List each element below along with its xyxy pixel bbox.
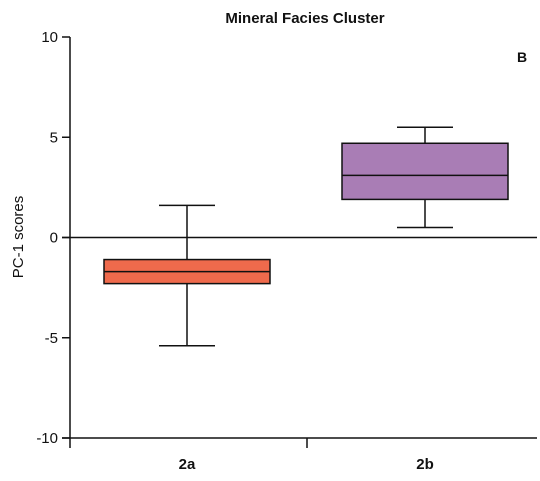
y-axis-label: PC-1 scores [10, 196, 27, 279]
y-tick-label: 0 [50, 230, 58, 247]
x-category-label: 2a [179, 456, 196, 473]
iqr-box [341, 142, 509, 201]
y-tick-label: 5 [50, 129, 58, 146]
panel-label: B [517, 49, 527, 65]
y-tick-label: -5 [45, 330, 58, 347]
x-category-label: 2b [416, 456, 434, 473]
axes [62, 36, 537, 448]
y-tick-label: 10 [41, 29, 58, 46]
tick-labels: 10 5 0 -5 -10 2a 2b [36, 29, 433, 473]
y-tick-label: -10 [36, 430, 58, 447]
box-2b [341, 126, 509, 229]
boxes [103, 126, 509, 347]
chart-title: Mineral Facies Cluster [225, 10, 384, 27]
box-2a [103, 204, 271, 347]
